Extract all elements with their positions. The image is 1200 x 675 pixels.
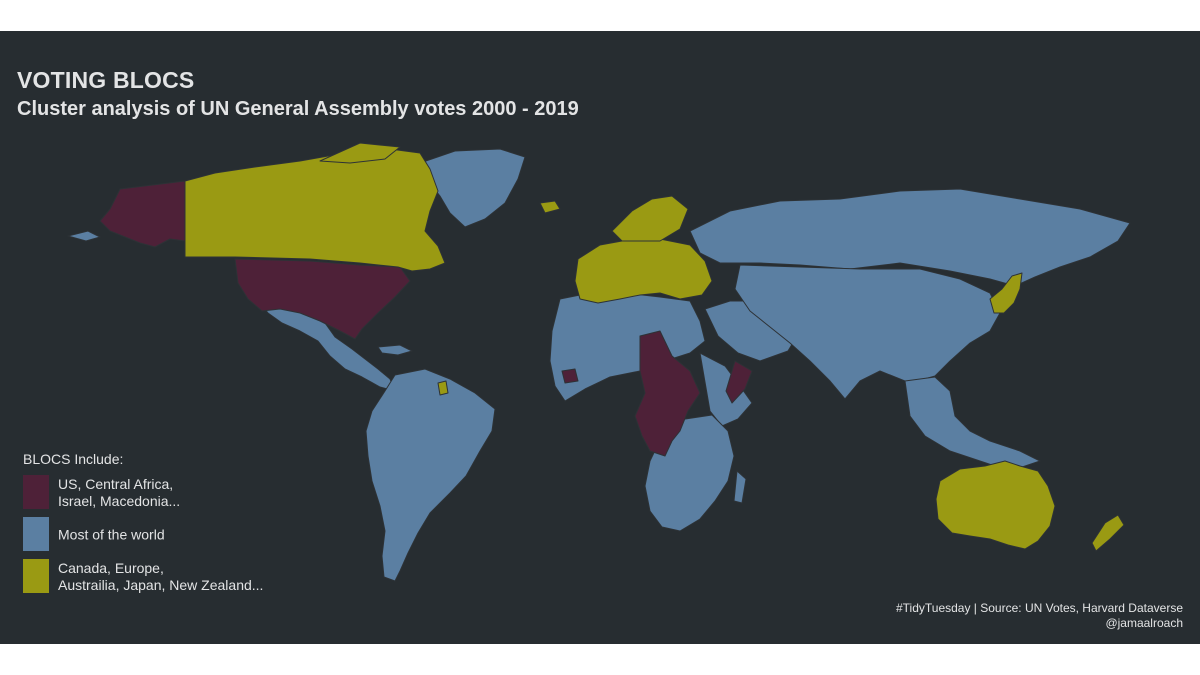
region-scandinavia — [611, 195, 689, 242]
region-central-africa — [634, 330, 701, 457]
world-map — [67, 142, 1131, 582]
region-canada-islands — [319, 142, 401, 164]
region-alaska-islands — [67, 230, 101, 242]
legend-swatch-bloc-3 — [23, 559, 49, 593]
region-iceland — [539, 200, 561, 214]
region-australia — [935, 460, 1056, 550]
region-caribbean — [377, 344, 413, 356]
caption-source: #TidyTuesday | Source: UN Votes, Harvard… — [895, 601, 1183, 615]
region-greenland — [419, 148, 526, 228]
region-europe — [574, 236, 713, 304]
region-canada — [184, 148, 446, 272]
region-alaska — [99, 180, 186, 248]
legend: BLOCS Include: US, Central Africa, Israe… — [23, 451, 323, 599]
region-french-guiana — [437, 380, 449, 396]
region-united-states — [234, 258, 411, 340]
region-somalia — [725, 360, 753, 404]
legend-item-bloc-3: Canada, Europe, Austrailia, Japan, New Z… — [23, 557, 323, 597]
caption: #TidyTuesday | Source: UN Votes, Harvard… — [896, 601, 1183, 631]
map-title: VOTING BLOCS — [17, 67, 195, 93]
region-madagascar — [733, 470, 747, 504]
caption-author: @jamaalroach — [1105, 616, 1183, 630]
legend-item-bloc-1: US, Central Africa, Israel, Macedonia... — [23, 473, 323, 513]
region-sierra-leone — [561, 368, 579, 384]
legend-label-bloc-3: Canada, Europe, Austrailia, Japan, New Z… — [58, 560, 264, 593]
region-southeast-asia — [904, 376, 1041, 472]
legend-label-bloc-1: US, Central Africa, Israel, Macedonia... — [58, 476, 181, 509]
region-japan — [989, 272, 1023, 314]
legend-title: BLOCS Include: — [23, 451, 124, 467]
legend-item-bloc-2: Most of the world — [23, 515, 323, 555]
legend-swatch-bloc-1 — [23, 475, 49, 509]
region-south-america — [365, 368, 496, 582]
legend-swatch-bloc-2 — [23, 517, 49, 551]
legend-label-bloc-2: Most of the world — [58, 526, 165, 543]
map-subtitle: Cluster analysis of UN General Assembly … — [17, 98, 579, 120]
region-new-zealand — [1091, 514, 1125, 552]
region-russia — [689, 188, 1131, 287]
figure-panel: VOTING BLOCS Cluster analysis of UN Gene… — [0, 31, 1200, 644]
